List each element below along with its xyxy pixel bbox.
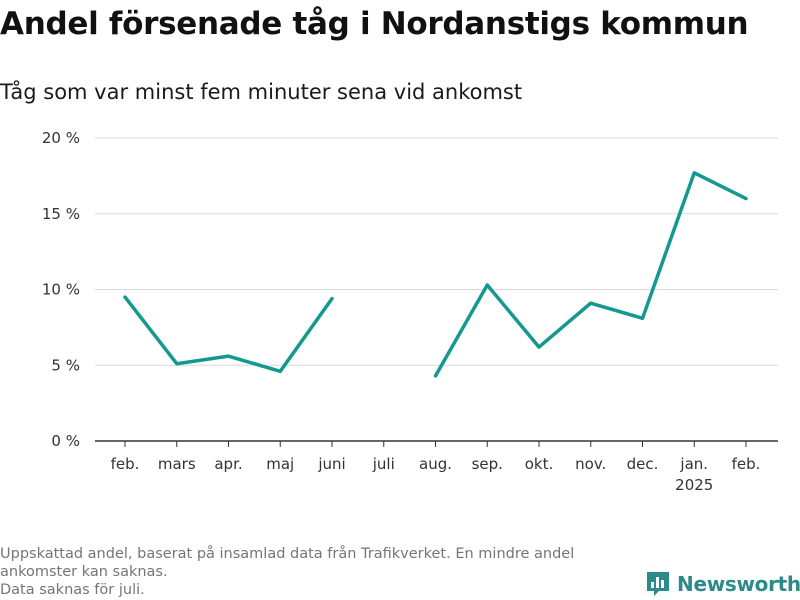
y-tick-label: 20 %	[42, 129, 80, 147]
x-tick-sublabel: 2025	[675, 476, 713, 494]
chart-subtitle: Tåg som var minst fem minuter sena vid a…	[0, 80, 523, 104]
y-tick-label: 10 %	[42, 281, 80, 299]
x-tick-label: nov.	[575, 455, 606, 473]
y-tick-label: 15 %	[42, 205, 80, 223]
x-tick-label: feb.	[111, 455, 140, 473]
newsworthy-logo: Newsworthy	[645, 570, 800, 598]
logo-text: Newsworthy	[677, 572, 800, 596]
bar-chart-logo-icon	[647, 572, 669, 596]
x-tick-label: juni	[317, 455, 345, 473]
x-tick-label: aug.	[419, 455, 452, 473]
footnote-line: Data saknas för juli.	[0, 582, 145, 598]
x-tick-label: apr.	[214, 455, 242, 473]
footnote-line: Uppskattad andel, baserat på insamlad da…	[0, 546, 575, 562]
series-line	[123, 295, 334, 374]
x-tick-label: okt.	[525, 455, 554, 473]
footnote-line: ankomster kan saknas.	[0, 564, 168, 580]
x-tick-label: maj	[266, 455, 294, 473]
y-tick-label: 5 %	[51, 356, 80, 374]
x-tick-label: sep.	[472, 455, 503, 473]
y-tick-label: 0 %	[51, 432, 80, 450]
x-tick-label: dec.	[627, 455, 659, 473]
x-tick-label: mars	[158, 455, 196, 473]
footnote: Uppskattad andel, baserat på insamlad da…	[0, 545, 640, 599]
series-line	[433, 171, 748, 378]
x-tick-label: feb.	[732, 455, 761, 473]
line-chart: 0 % 5 % 10 % 15 % 20 % feb. mars apr. maj juni jul…	[42, 129, 778, 494]
x-tick-label: juli	[372, 455, 395, 473]
chart-title: Andel försenade tåg i Nordanstigs kommun	[0, 6, 749, 42]
x-tick-label: jan.	[679, 455, 708, 473]
